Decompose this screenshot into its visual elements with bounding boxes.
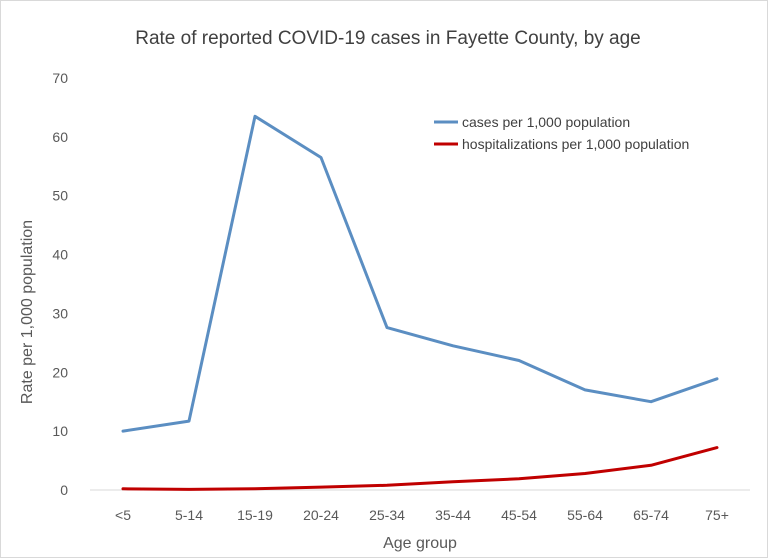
y-tick-label: 10	[52, 423, 68, 439]
x-tick-label: 35-44	[435, 507, 471, 523]
y-tick-label: 50	[52, 188, 68, 204]
y-axis-label: Rate per 1,000 population	[19, 220, 36, 404]
x-tick-label: 5-14	[175, 507, 203, 523]
legend: cases per 1,000 population hospitalizatio…	[434, 114, 689, 152]
y-tick-label: 40	[52, 247, 68, 263]
x-tick-label: 75+	[705, 507, 729, 523]
series-line-1	[121, 446, 719, 491]
x-tick-label: <5	[115, 507, 131, 523]
x-tick-label: 55-64	[567, 507, 603, 523]
y-tick-label: 60	[52, 129, 68, 145]
x-tick-label: 45-54	[501, 507, 537, 523]
y-tick-label: 0	[60, 482, 68, 498]
x-axis-label: Age group	[383, 535, 457, 552]
x-tick-label: 65-74	[633, 507, 669, 523]
y-tick-label: 70	[52, 70, 68, 86]
x-tick-label: 20-24	[303, 507, 339, 523]
x-tick-label: 15-19	[237, 507, 273, 523]
x-tick-label: 25-34	[369, 507, 405, 523]
y-tick-label: 30	[52, 305, 68, 321]
x-axis-ticks: <5 5-14 15-19 20-24 25-34 35-44 45-54 55-64 65-7…	[115, 507, 729, 523]
legend-label-1: hospitalizations per 1,000 population	[462, 136, 689, 152]
series-layer	[121, 114, 719, 491]
y-axis-ticks: 0 10 20 30 40 50 60 70	[52, 70, 68, 498]
chart-title: Rate of reported COVID-19 cases in Fayet…	[135, 28, 641, 49]
legend-label-0: cases per 1,000 population	[462, 114, 630, 130]
y-tick-label: 20	[52, 364, 68, 380]
series-line-0	[121, 114, 719, 433]
